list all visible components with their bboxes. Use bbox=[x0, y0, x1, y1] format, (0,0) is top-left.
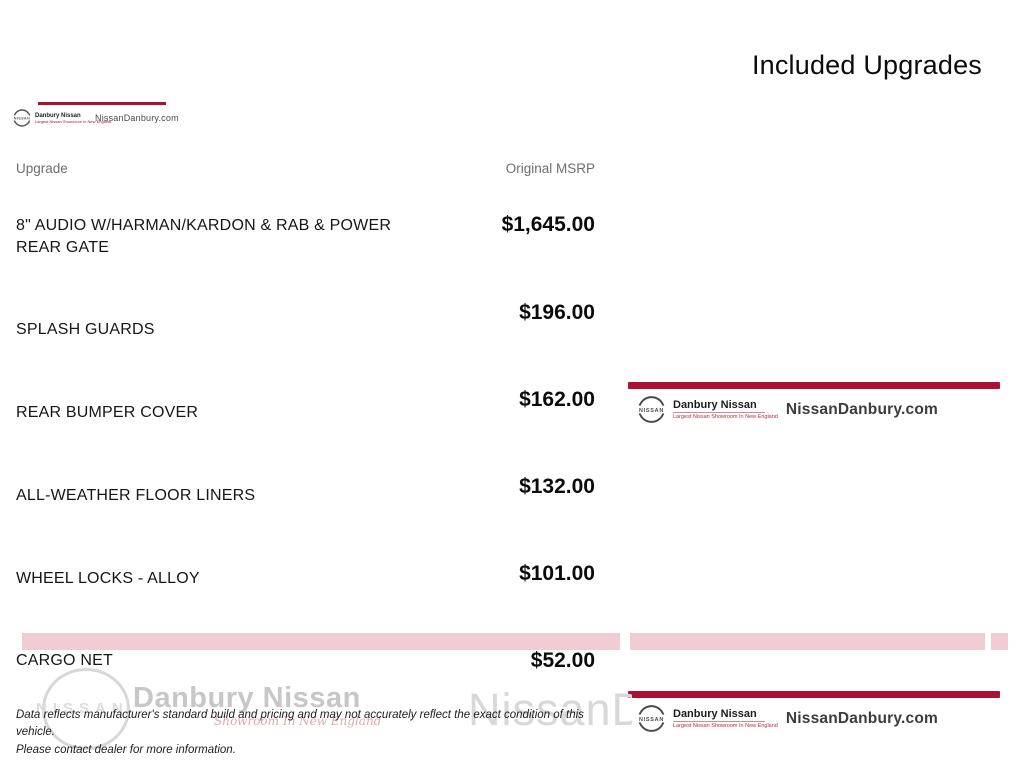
watermark-website-fragment: NissanDanbury bbox=[468, 684, 632, 735]
pink-highlight-bar-left bbox=[22, 633, 620, 650]
logo-red-line bbox=[38, 102, 166, 105]
column-header-msrp: Original MSRP bbox=[505, 161, 595, 176]
upgrade-name: CARGO NET bbox=[16, 652, 113, 670]
pink-highlight-bar-stub bbox=[991, 633, 1008, 650]
watermark-tagline-script: Showroom In New England bbox=[214, 714, 382, 728]
upgrade-name: SPLASH GUARDS bbox=[16, 321, 155, 339]
dealer-name: Danbury Nissan bbox=[673, 708, 757, 720]
dealer-tagline: Largest Nissan Showroom In New England bbox=[35, 118, 112, 124]
dealer-banner-middle: NISSAN Danbury Nissan Largest Nissan Sho… bbox=[628, 382, 1000, 429]
table-row: SPLASH GUARDS $196.00 bbox=[16, 301, 595, 342]
upgrade-price: $196.00 bbox=[519, 301, 595, 324]
watermark-badge-label: NISSAN bbox=[36, 700, 129, 717]
nissan-badge-icon: NISSAN bbox=[13, 109, 31, 127]
upgrade-name: REAR BUMPER COVER bbox=[16, 404, 199, 422]
upgrade-price: $101.00 bbox=[519, 562, 595, 585]
upgrade-price: $132.00 bbox=[519, 475, 595, 498]
dealer-website: NissanDanbury.com bbox=[95, 113, 179, 123]
dealer-name: Danbury Nissan bbox=[673, 399, 757, 411]
svg-text:NISSAN: NISSAN bbox=[639, 408, 664, 414]
nissan-badge-icon: NISSAN bbox=[637, 396, 666, 423]
upgrade-price: $1,645.00 bbox=[501, 213, 595, 236]
dealer-website: NissanDanbury.com bbox=[785, 709, 938, 727]
upgrade-name: WHEEL LOCKS - ALLOY bbox=[16, 570, 200, 588]
upgrade-price: $52.00 bbox=[530, 649, 595, 672]
dealer-name: Danbury Nissan bbox=[35, 112, 81, 119]
table-header: Upgrade Original MSRP bbox=[16, 161, 595, 176]
table-row: WHEEL LOCKS - ALLOY $101.00 bbox=[16, 562, 595, 591]
table-row: REAR BUMPER COVER $162.00 bbox=[16, 388, 595, 425]
watermark-dealer-name: Danbury Nissan bbox=[133, 682, 361, 714]
upgrade-name: ALL-WEATHER FLOOR LINERS bbox=[16, 487, 256, 505]
table-row: CARGO NET $52.00 bbox=[16, 649, 595, 673]
disclaimer-text: Data reflects manufacturer's standard bu… bbox=[16, 707, 616, 759]
dealer-tagline: Largest Nissan Showroom In New England bbox=[673, 721, 778, 729]
dealer-tagline: Largest Nissan Showroom In New England bbox=[673, 412, 778, 420]
page-title: Included Upgrades bbox=[751, 50, 982, 80]
disclaimer-line-1: Data reflects manufacturer's standard bu… bbox=[16, 709, 584, 739]
table-row: 8" AUDIO W/HARMAN/KARDON & RAB & POWER R… bbox=[16, 213, 595, 260]
upgrade-price: $162.00 bbox=[519, 388, 595, 411]
table-row: ALL-WEATHER FLOOR LINERS $132.00 bbox=[16, 475, 595, 508]
watermark-nissan-badge-icon bbox=[42, 668, 130, 750]
dealer-website: NissanDanbury.com bbox=[785, 400, 938, 418]
nissan-badge-icon: NISSAN bbox=[637, 705, 666, 732]
pink-highlight-bar-right bbox=[630, 633, 985, 650]
svg-text:NISSAN: NISSAN bbox=[14, 117, 30, 121]
banner-red-bar bbox=[628, 382, 1000, 389]
upgrade-name: 8" AUDIO W/HARMAN/KARDON & RAB & POWER R… bbox=[16, 216, 392, 257]
column-header-upgrade: Upgrade bbox=[16, 161, 68, 176]
disclaimer-line-2: Please contact dealer for more informati… bbox=[16, 743, 236, 756]
dealer-banner-bottom: NISSAN Danbury Nissan Largest Nissan Sho… bbox=[628, 691, 1000, 738]
svg-text:NISSAN: NISSAN bbox=[639, 717, 664, 723]
banner-red-bar bbox=[628, 691, 1000, 698]
